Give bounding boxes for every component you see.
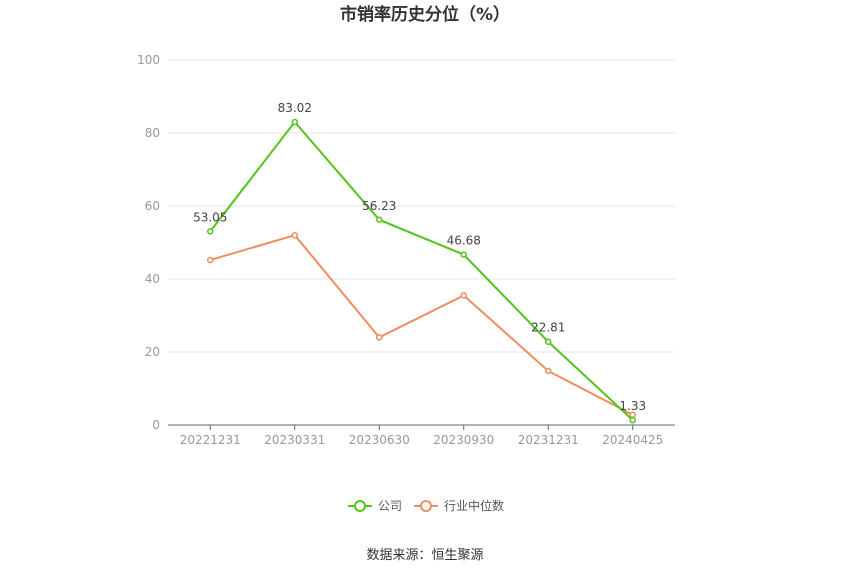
series-point-1	[376, 334, 383, 341]
data-label: 1.33	[619, 399, 646, 413]
y-tick-label: 40	[145, 272, 160, 286]
y-tick-label: 100	[137, 53, 160, 67]
data-label: 22.81	[531, 321, 565, 335]
chart-title: 市销率历史分位（%）	[340, 4, 510, 25]
series-point-0	[545, 338, 552, 345]
series-point-1	[291, 231, 298, 239]
legend-company-marker	[354, 500, 366, 512]
y-tick-label: 60	[145, 199, 160, 213]
data-label: 53.05	[193, 210, 227, 224]
data-label: 46.68	[447, 234, 481, 248]
data-source: 数据来源：恒生聚源	[366, 548, 483, 563]
x-tick-label: 20230630	[349, 433, 410, 447]
y-tick-label: 80	[145, 126, 160, 140]
legend-industry-label: 行业中位数	[444, 498, 504, 513]
data-labels: 53.05 83.02 56.23 46.68 22.81 1.33	[193, 101, 646, 413]
x-tick-label: 20230331	[264, 433, 325, 447]
y-tick-label: 0	[152, 418, 160, 432]
series-point-1	[460, 292, 467, 299]
x-tick-label: 20240425	[602, 433, 663, 447]
series-point-0	[291, 118, 298, 126]
series-point-0	[460, 251, 467, 258]
legend-item-industry-median[interactable]: 行业中位数	[414, 498, 504, 513]
legend-item-company[interactable]: 公司	[348, 499, 402, 513]
grid	[168, 59, 675, 353]
series-point-0	[376, 216, 383, 224]
series	[207, 118, 636, 424]
series-line-0	[209, 120, 634, 421]
data-label: 83.02	[278, 101, 312, 115]
series-point-0	[207, 228, 214, 235]
legend-company-label: 公司	[378, 499, 402, 513]
x-tick-label: 20221231	[180, 433, 241, 447]
x-tick-label: 20231231	[518, 433, 579, 447]
series-line-1	[209, 234, 634, 416]
series-point-1	[545, 367, 552, 375]
legend[interactable]: 公司 行业中位数	[348, 498, 504, 513]
legend-industry-marker	[420, 500, 432, 512]
axes: 0 20 40 60 80 100 20221231 20230331 20230630 2023…	[137, 53, 675, 447]
x-tick-label: 20230930	[433, 433, 494, 447]
data-label: 56.23	[362, 199, 396, 213]
y-tick-label: 20	[145, 345, 160, 359]
series-point-1	[207, 256, 214, 264]
series-point-0	[629, 416, 636, 424]
